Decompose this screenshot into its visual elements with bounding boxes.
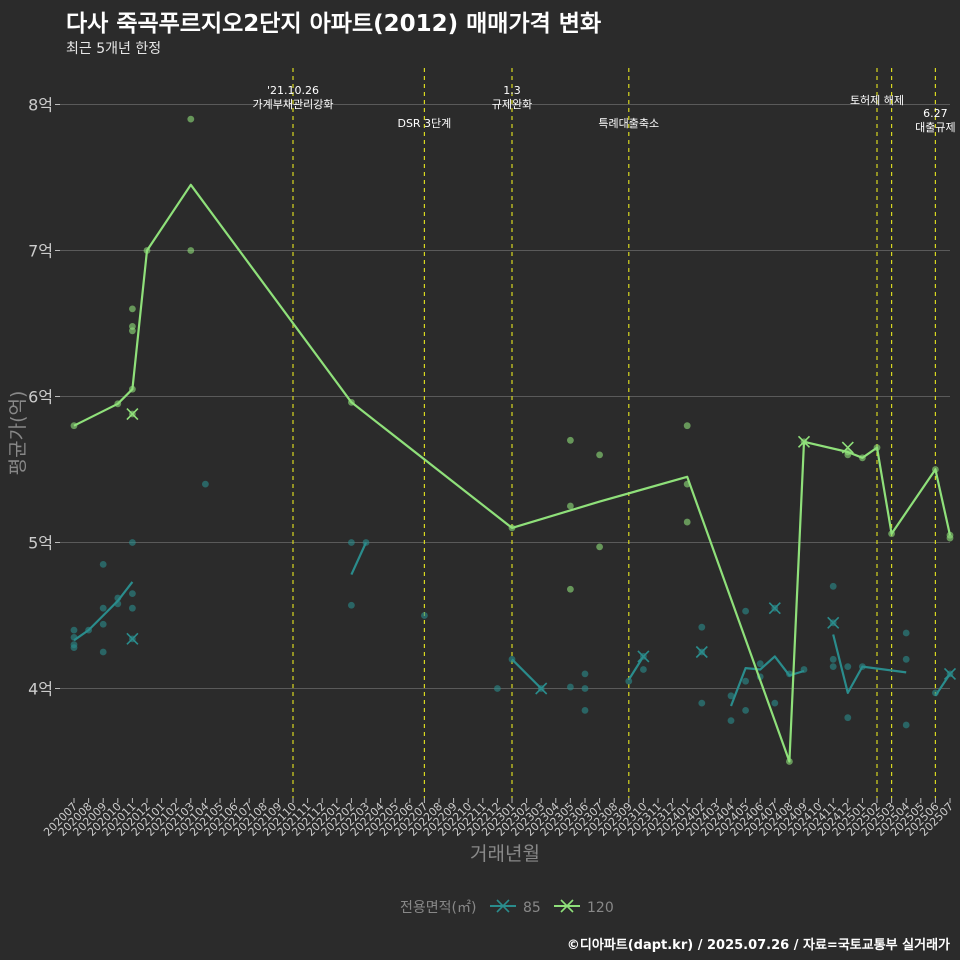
data-point xyxy=(771,699,779,707)
y-tick-label: 7억 xyxy=(28,242,53,261)
data-point xyxy=(187,115,195,123)
legend-key-marker xyxy=(496,899,510,913)
data-point xyxy=(99,604,107,612)
series-line xyxy=(350,542,368,576)
event-label: DSR 3단계 xyxy=(397,117,451,130)
y-tick-label: 4억 xyxy=(28,680,53,699)
series-line xyxy=(73,581,134,642)
data-point xyxy=(844,714,852,722)
data-point xyxy=(567,585,574,593)
legend-label: 120 xyxy=(587,900,614,916)
y-tick-label: 5억 xyxy=(28,534,53,553)
data-point xyxy=(581,707,589,714)
data-point xyxy=(742,707,749,714)
series-line xyxy=(729,655,805,707)
legend-key-marker xyxy=(560,899,574,913)
data-point xyxy=(596,451,603,459)
event-label: 특례대출축소 xyxy=(598,117,659,130)
x-marker xyxy=(827,616,840,629)
series-line xyxy=(832,634,907,694)
data-point xyxy=(70,626,78,634)
data-point xyxy=(421,612,428,619)
data-point xyxy=(99,561,107,568)
legend: 전용면적(㎡) 85 120 xyxy=(400,899,614,916)
x-marker xyxy=(943,667,957,680)
data-point xyxy=(640,666,647,673)
event-label: '21.10.26 가계부채관리강화 xyxy=(253,84,334,111)
data-point xyxy=(202,480,209,488)
data-point xyxy=(581,685,589,692)
x-marker xyxy=(126,407,139,421)
data-point xyxy=(829,582,837,590)
data-point xyxy=(742,677,749,685)
data-point xyxy=(129,539,136,546)
data-point xyxy=(902,629,910,637)
data-point xyxy=(187,247,195,254)
data-point xyxy=(727,717,735,725)
data-point xyxy=(698,623,706,631)
data-point xyxy=(698,699,706,707)
series-85 xyxy=(70,480,957,729)
data-point xyxy=(946,534,954,542)
series-line xyxy=(73,183,952,763)
data-point xyxy=(348,539,355,546)
y-tick-label: 6억 xyxy=(28,388,53,407)
x-marker xyxy=(535,682,548,695)
data-point xyxy=(829,655,837,663)
data-point xyxy=(129,604,136,612)
data-point xyxy=(581,670,589,678)
x-marker xyxy=(126,632,139,645)
data-point xyxy=(567,502,574,510)
data-point xyxy=(742,607,749,615)
data-point xyxy=(625,677,633,685)
legend-title: 전용면적(㎡) xyxy=(400,900,476,916)
series-line xyxy=(627,655,645,681)
x-marker xyxy=(841,441,854,454)
data-point xyxy=(70,644,78,652)
data-point xyxy=(567,436,574,444)
legend-label: 85 xyxy=(523,900,541,916)
data-point xyxy=(129,590,136,597)
data-point xyxy=(902,655,910,663)
y-axis-title: 평균가(억) xyxy=(7,391,29,476)
data-point xyxy=(756,660,764,668)
data-point xyxy=(902,721,910,729)
series-line xyxy=(934,673,951,697)
event-label: 토허제 해제 xyxy=(850,93,904,107)
data-point xyxy=(129,305,136,313)
data-point xyxy=(829,663,837,670)
chart-subtitle: 최근 5개년 한정 xyxy=(66,41,162,57)
data-point xyxy=(683,518,691,526)
data-point xyxy=(596,543,603,551)
x-marker xyxy=(695,645,708,659)
chart-title: 다사 죽곡푸르지오2단지 아파트(2012) 매매가격 변화 xyxy=(66,11,602,37)
source-caption: ©디아파트(dapt.kr) / 2025.07.26 / 자료=국토교통부 실… xyxy=(566,938,950,953)
data-point xyxy=(99,648,107,656)
data-point xyxy=(727,692,735,700)
x-marker xyxy=(637,650,650,663)
data-point xyxy=(683,422,691,430)
event-label: 1.3 규제완화 xyxy=(492,84,532,111)
series-120 xyxy=(70,115,954,765)
data-point xyxy=(844,663,852,670)
data-point xyxy=(494,685,501,692)
data-point xyxy=(567,683,574,691)
x-axis-title: 거래년월 xyxy=(470,843,540,865)
event-label: 6.27 대출규제 xyxy=(915,107,955,134)
x-marker xyxy=(797,435,811,448)
data-point xyxy=(348,601,355,609)
x-marker xyxy=(768,602,781,615)
data-point xyxy=(129,327,136,335)
y-tick-label: 8억 xyxy=(28,96,53,115)
data-point xyxy=(99,620,107,628)
